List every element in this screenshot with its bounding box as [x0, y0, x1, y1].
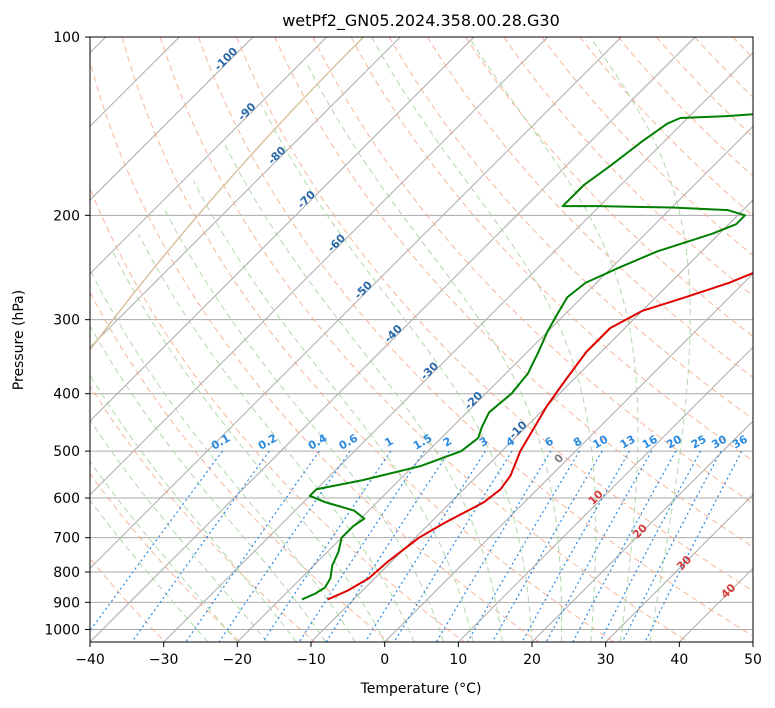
dry-adiabat-line [236, 37, 753, 592]
dry-adiabat-line [426, 37, 753, 378]
isotherm-line [90, 37, 475, 422]
x-tick-label: 0 [380, 652, 389, 668]
dry-adiabat-line [579, 37, 753, 217]
isotherm-line [90, 37, 696, 642]
y-tick-label: 900 [53, 595, 80, 611]
x-tick-label: −40 [75, 652, 105, 668]
y-tick-label: 600 [53, 491, 80, 507]
moist-adiabat-line [90, 499, 209, 642]
mixing-ratio-line [435, 450, 552, 642]
mixing-ratio-line [466, 450, 580, 642]
dry-adiabat-line [90, 186, 465, 642]
mixing-ratio-line [521, 450, 631, 642]
plot-frame [89, 36, 754, 643]
y-axis-label: Pressure (hPa) [11, 290, 27, 390]
y-tick-label: 800 [53, 565, 80, 581]
isotherm-line [531, 420, 753, 642]
y-tick-label: 500 [53, 444, 80, 460]
mixing-ratio-line [218, 450, 351, 642]
x-tick-label: −10 [296, 652, 326, 668]
dry-adiabat-line [274, 37, 753, 548]
profile-series [301, 113, 753, 601]
mixing-ratio-line [491, 450, 603, 642]
dry-adiabat-line [198, 37, 753, 637]
moist-adiabat-line [305, 61, 563, 642]
isotherm-line [163, 51, 753, 642]
moist-adiabat-line [90, 419, 268, 642]
mixing-ratio-line [262, 450, 392, 642]
moist-adiabat-line [468, 37, 639, 642]
x-axis-ticks: −40 −30 −20 −10 0 10 20 30 40 50 [75, 642, 762, 668]
x-tick-label: 30 [597, 652, 615, 668]
x-tick-label: −30 [149, 652, 179, 668]
dewpoint-line [301, 113, 753, 601]
mixing-ratio-line [599, 450, 702, 642]
x-tick-label: 20 [523, 652, 541, 668]
mixing-ratio-line [545, 450, 653, 642]
moist-adiabat-line [589, 37, 691, 642]
temperature-line [327, 271, 753, 601]
dry-adiabat-line [90, 291, 390, 642]
dry-adiabat-line [121, 37, 614, 642]
dry-adiabat-line [388, 37, 753, 420]
mixing-ratio-lines [90, 450, 743, 642]
moist-adiabat-line [163, 208, 445, 642]
y-tick-label: 700 [53, 531, 80, 547]
moist-adiabat-line [138, 233, 415, 642]
mixing-ratio-line [644, 450, 743, 642]
moist-adiabat-line [91, 272, 356, 642]
x-tick-label: 40 [670, 652, 688, 668]
isotherm-line [457, 346, 753, 642]
moist-adiabat-line [371, 37, 597, 642]
moist-adiabat-line [112, 251, 386, 642]
isotherm-line [90, 37, 328, 275]
plot-area: 0.1 0.2 0.4 0.6 1 1.5 2 3 4 6 8 10 13 16 20 25 30 36-100-… [90, 37, 753, 642]
moist-adiabat-line [90, 460, 238, 642]
mixing-ratio-line [621, 450, 722, 642]
chart-title: wetPf2_GN05.2024.358.00.28.G30 [282, 11, 560, 31]
moist-adiabat-line [260, 104, 533, 642]
mixing-ratio-line [298, 450, 425, 642]
y-tick-label: 400 [53, 387, 80, 403]
x-tick-label: 10 [449, 652, 467, 668]
x-axis-label: Temperature (°C) [360, 681, 482, 697]
isotherm-line [384, 272, 753, 642]
mixing-ratio-line [572, 450, 677, 642]
isotherm-line [236, 125, 753, 642]
x-tick-label: 50 [744, 652, 762, 668]
moist-adiabat-line [90, 374, 297, 642]
dry-adiabat-line [541, 37, 753, 257]
isotherm-line [605, 493, 753, 642]
x-tick-label: −20 [223, 652, 253, 668]
mixing-ratio-line [185, 450, 320, 642]
reference-curve [90, 37, 365, 352]
dry-adiabat-line [159, 37, 689, 642]
mixing-ratio-line [131, 450, 270, 642]
isotherm-line [90, 37, 622, 570]
moist-adiabat-line [90, 324, 327, 642]
dry-adiabat-line [90, 59, 540, 642]
y-axis-ticks: 100 200 300 400 500 600 700 800 900 1000 [44, 30, 90, 638]
isotherm-line [310, 199, 753, 642]
isotherm-line [90, 37, 254, 201]
y-tick-label: 100 [53, 30, 80, 46]
y-tick-label: 1000 [44, 622, 80, 638]
y-tick-label: 300 [53, 313, 80, 329]
moist-adiabat-line [222, 141, 504, 642]
dry-adiabat-line [350, 37, 753, 462]
y-tick-label: 200 [53, 208, 80, 224]
